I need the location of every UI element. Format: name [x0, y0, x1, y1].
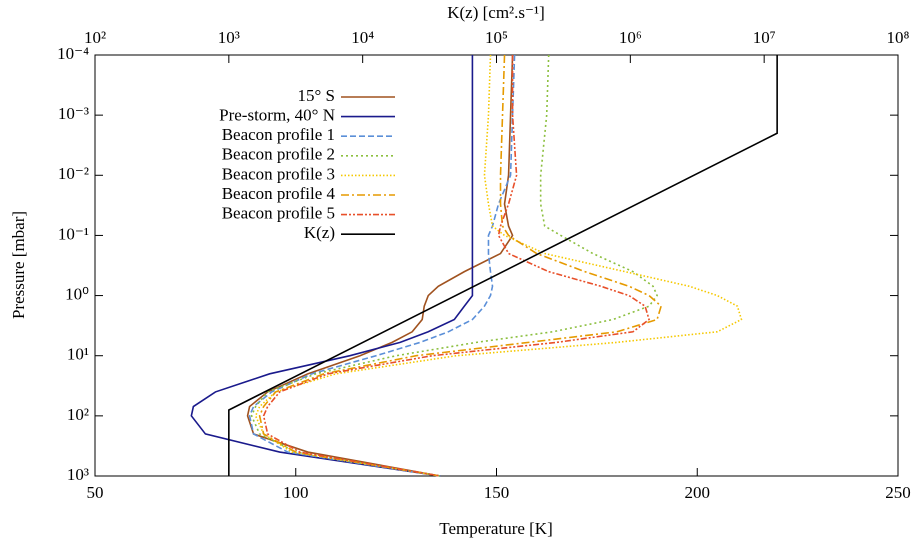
legend-label: Beacon profile 5	[222, 204, 335, 223]
x2-tick-label: 10³	[218, 28, 240, 47]
x-tick-label: 150	[484, 483, 510, 502]
y-tick-label: 10⁻³	[58, 104, 89, 123]
x-axis-title: Temperature [K]	[439, 519, 553, 538]
y-tick-label: 10⁻⁴	[57, 44, 89, 63]
legend-label: Beacon profile 1	[222, 125, 335, 144]
series-line	[228, 55, 778, 476]
series-line	[246, 54, 514, 477]
y-tick-label: 10⁻²	[58, 164, 89, 183]
y-tick-label: 10⁻¹	[58, 224, 89, 243]
x2-tick-label: 10⁵	[485, 28, 508, 47]
legend-label: 15° S	[297, 86, 335, 105]
x2-tick-label: 10⁷	[753, 28, 776, 47]
x2-axis-title: K(z) [cm².s⁻¹]	[447, 3, 545, 22]
legend-label: Beacon profile 4	[222, 184, 336, 203]
series-line	[250, 54, 659, 477]
x2-tick-label: 10⁸	[887, 28, 910, 47]
series-line	[248, 54, 516, 477]
y-tick-label: 10¹	[67, 345, 89, 364]
y-tick-label: 10⁰	[65, 284, 89, 303]
x-tick-label: 200	[685, 483, 711, 502]
y-tick-label: 10²	[67, 405, 89, 424]
legend-label: K(z)	[304, 223, 335, 242]
series-line	[254, 54, 743, 477]
series-line	[262, 55, 650, 477]
x-tick-label: 100	[283, 483, 309, 502]
x2-tick-label: 10⁴	[351, 28, 374, 47]
x-tick-label: 50	[87, 483, 104, 502]
series-line	[190, 55, 474, 477]
y-tick-label: 10³	[67, 465, 89, 484]
legend-label: Beacon profile 3	[222, 164, 335, 183]
x-tick-label: 250	[885, 483, 911, 502]
y-axis-title: Pressure [mbar]	[9, 211, 28, 319]
x2-tick-label: 10⁶	[619, 28, 642, 47]
legend-label: Beacon profile 2	[222, 145, 335, 164]
x2-tick-label: 10²	[84, 28, 106, 47]
legend-label: Pre-storm, 40° N	[219, 106, 335, 125]
series-line	[258, 54, 663, 477]
